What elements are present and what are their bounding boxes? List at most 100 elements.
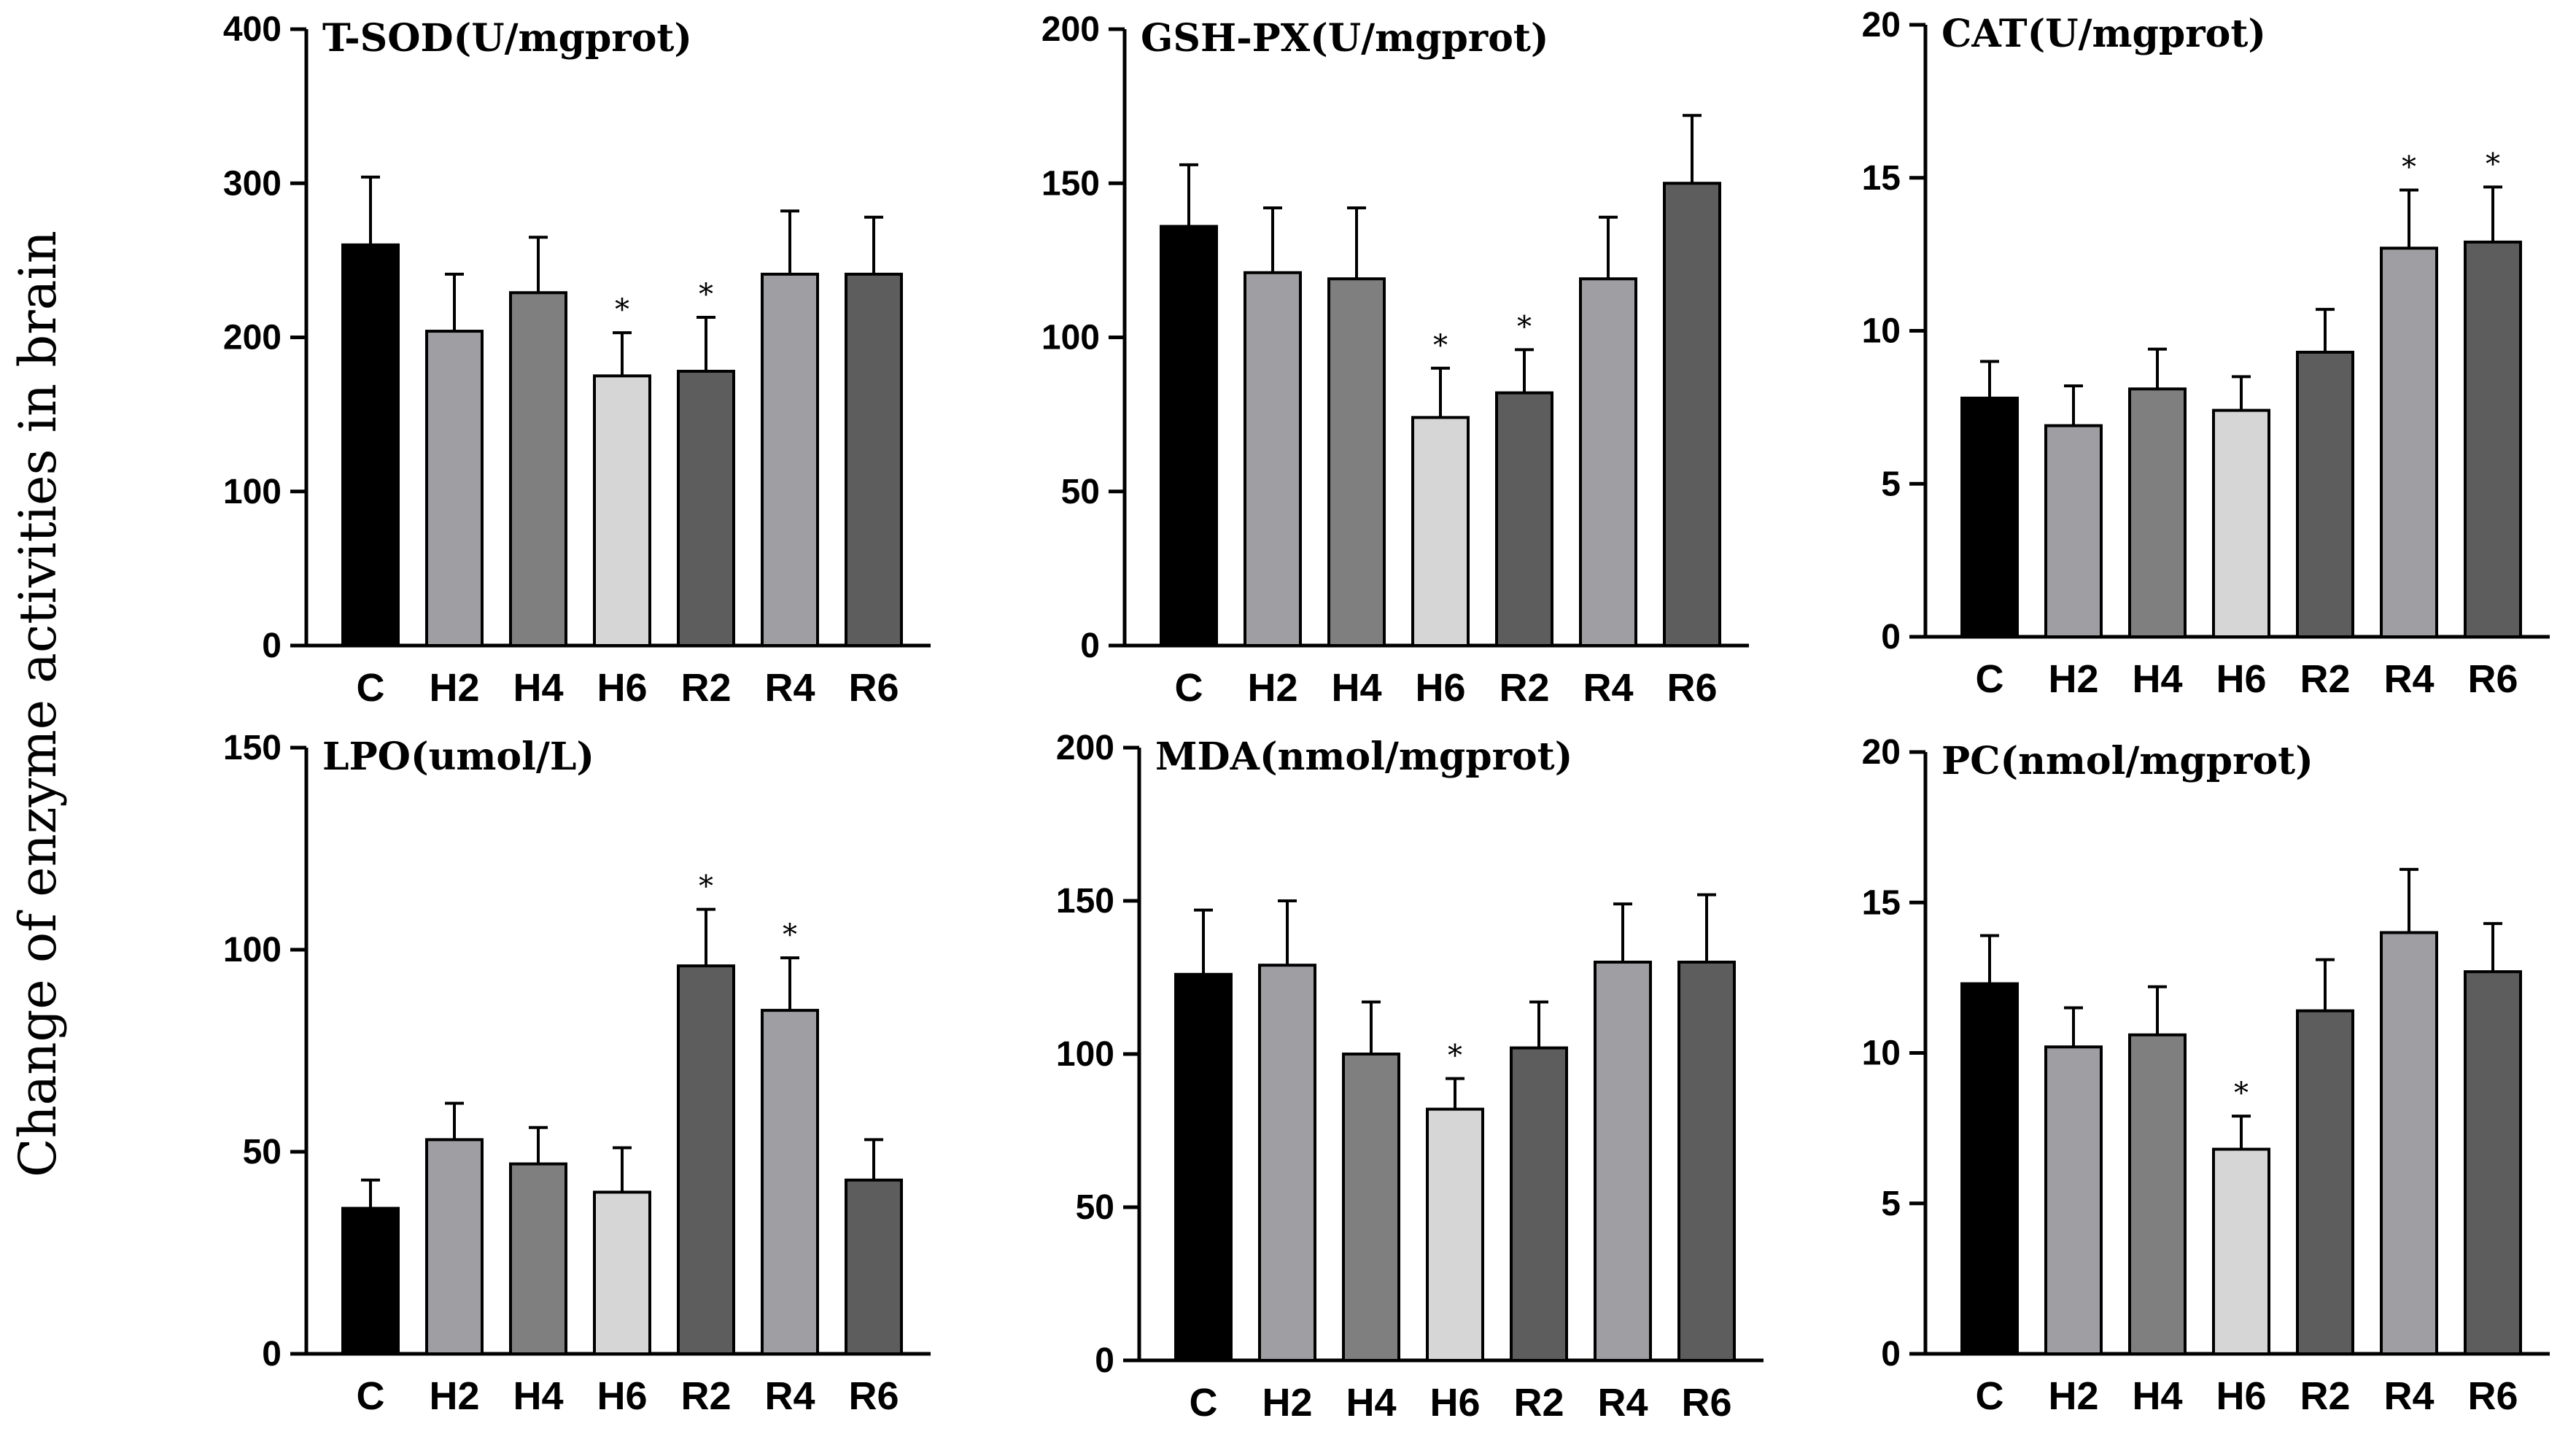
category-label: C: [1190, 1381, 1218, 1425]
panel-4: 0 50 100 150 LPO(umol/L) C H2 H4 H6 * R2 * R4 R6: [223, 729, 931, 1418]
bar-c: [1174, 972, 1233, 1363]
category-label: H6: [597, 666, 647, 710]
bar-r4: [2380, 247, 2438, 638]
y-tick-label: 100: [1041, 319, 1100, 357]
y-tick-label: 200: [1056, 729, 1114, 767]
bar-h4: [509, 1162, 567, 1355]
bar-h2: [425, 330, 484, 647]
y-tick-label: 100: [1056, 1035, 1114, 1074]
bar-c: [341, 243, 400, 647]
category-label: R2: [680, 666, 731, 710]
y-tick-label: 400: [223, 10, 282, 49]
category-label: R6: [848, 1374, 899, 1418]
category-label: R6: [2467, 657, 2518, 701]
category-label: R2: [680, 1374, 731, 1418]
category-label: H2: [2048, 1374, 2098, 1418]
category-label: R4: [764, 1374, 815, 1418]
y-tick-label: 5: [1881, 465, 1901, 503]
significance-mark: *: [615, 293, 629, 327]
y-tick-label: 100: [223, 931, 282, 969]
bar-r6: [845, 1178, 903, 1356]
bar-r4: [761, 272, 819, 647]
panel-title: MDA(nmol/mgprot): [1155, 735, 1572, 779]
panel-title: CAT(U/mgprot): [1941, 12, 2266, 56]
bar-h2: [2044, 424, 2103, 638]
bar-r6: [1677, 961, 1736, 1362]
figure-y-axis-label: Change of enzyme activities in brain: [8, 230, 68, 1177]
y-tick-label: 0: [1881, 618, 1901, 656]
panel-title: GSH-PX(U/mgprot): [1141, 16, 1549, 61]
panel-title: T-SOD(U/mgprot): [322, 16, 692, 61]
y-tick-label: 150: [223, 729, 282, 767]
y-tick-label: 10: [1862, 312, 1901, 351]
y-tick-label: 200: [223, 319, 282, 357]
y-tick-label: 15: [1862, 159, 1901, 198]
bar-h6: [2212, 408, 2270, 638]
y-tick-label: 5: [1881, 1185, 1901, 1223]
bar-h4: [1327, 277, 1386, 647]
significance-mark: *: [1433, 329, 1448, 363]
bar-r6: [1663, 182, 1721, 647]
bar-r2: [2296, 350, 2354, 638]
category-label: R6: [2467, 1374, 2518, 1418]
y-tick-label: 0: [262, 627, 282, 665]
bar-h4: [2128, 387, 2187, 639]
bar-h2: [425, 1138, 484, 1355]
bar-h4: [509, 291, 567, 647]
bar-c: [1960, 982, 2019, 1355]
bar-h6: [2212, 1147, 2270, 1355]
panel-2: 0 50 100 150 200 GSH-PX(U/mgprot) C H2 H4 * H6 * R2 R…: [1041, 10, 1749, 710]
significance-mark: *: [2234, 1077, 2249, 1110]
category-label: C: [1175, 666, 1203, 710]
y-tick-label: 300: [223, 164, 282, 203]
category-label: R4: [1583, 666, 1633, 710]
bar-h4: [2128, 1033, 2187, 1355]
bar-r2: [1510, 1046, 1568, 1362]
y-tick-label: 0: [262, 1335, 282, 1374]
bar-r6: [845, 272, 903, 647]
category-label: H6: [1429, 1381, 1480, 1425]
significance-mark: *: [699, 278, 713, 311]
category-label: C: [357, 1374, 385, 1418]
panel-3: 0 5 10 15 20 CAT(U/mgprot) C H2 H4 H6 R2 * R4 * R6: [1862, 6, 2550, 701]
category-label: H2: [1247, 666, 1297, 710]
category-label: H2: [2048, 657, 2098, 701]
y-tick-label: 15: [1862, 883, 1901, 922]
y-tick-label: 50: [1076, 1188, 1114, 1227]
bar-h2: [1244, 271, 1302, 647]
category-label: R2: [1499, 666, 1549, 710]
category-label: R4: [764, 666, 815, 710]
category-label: H6: [1415, 666, 1465, 710]
bar-r6: [2464, 970, 2522, 1355]
category-label: R2: [2300, 1374, 2350, 1418]
y-tick-label: 150: [1041, 164, 1100, 203]
significance-mark: *: [2402, 151, 2416, 185]
bar-r4: [761, 1009, 819, 1355]
bar-h6: [593, 374, 651, 647]
bar-r4: [2380, 931, 2438, 1355]
bar-h4: [1342, 1053, 1400, 1362]
category-label: H4: [2132, 1374, 2182, 1418]
category-label: R4: [1597, 1381, 1648, 1425]
bar-r2: [677, 369, 735, 647]
category-label: H6: [597, 1374, 647, 1418]
category-label: C: [1976, 1374, 2004, 1418]
category-label: H2: [429, 1374, 479, 1418]
y-tick-label: 200: [1041, 10, 1100, 49]
category-label: H2: [1262, 1381, 1312, 1425]
category-label: H4: [1346, 1381, 1396, 1425]
significance-mark: *: [699, 870, 713, 904]
panel-title: LPO(umol/L): [322, 735, 594, 779]
bar-h6: [593, 1190, 651, 1356]
bar-c: [1960, 396, 2019, 638]
bar-r2: [2296, 1009, 2354, 1355]
bar-r2: [1495, 391, 1553, 647]
category-label: R6: [848, 666, 899, 710]
y-tick-label: 50: [243, 1133, 282, 1171]
bar-h6: [1426, 1107, 1484, 1362]
bar-c: [1160, 225, 1218, 647]
category-label: R6: [1681, 1381, 1731, 1425]
category-label: C: [1976, 657, 2004, 701]
category-label: H6: [2216, 657, 2266, 701]
bar-h2: [1258, 964, 1316, 1362]
